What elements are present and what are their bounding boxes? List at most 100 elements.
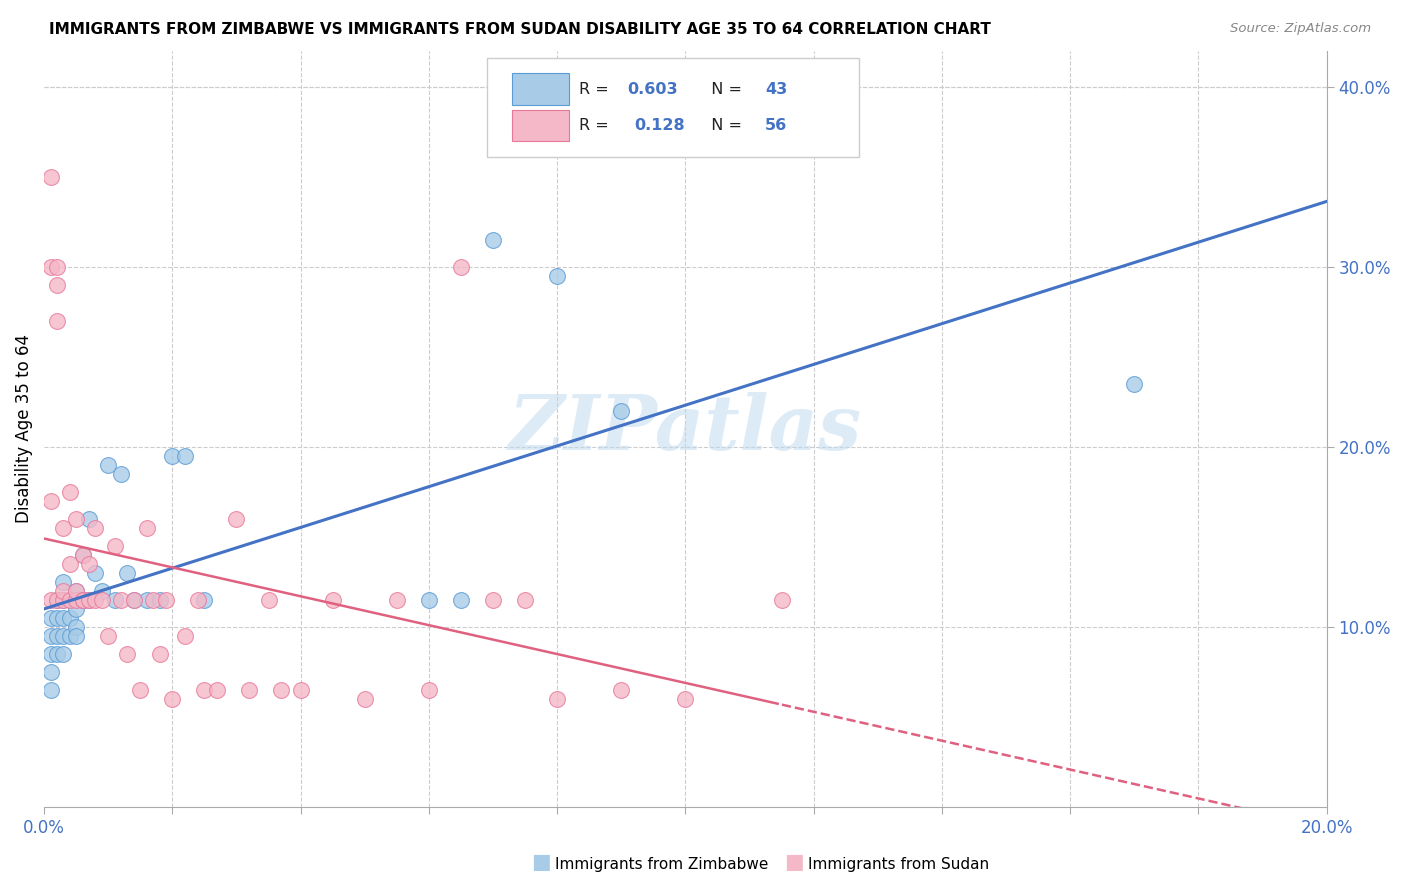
Point bbox=[77, 512, 100, 526]
Point bbox=[45, 611, 67, 625]
Text: ■: ■ bbox=[531, 853, 551, 872]
Point bbox=[77, 593, 100, 607]
Point bbox=[65, 602, 87, 616]
Point bbox=[155, 593, 177, 607]
Point bbox=[52, 593, 75, 607]
FancyBboxPatch shape bbox=[512, 110, 568, 142]
Y-axis label: Disability Age 35 to 64: Disability Age 35 to 64 bbox=[15, 334, 32, 524]
Text: R =: R = bbox=[579, 118, 619, 133]
Point bbox=[65, 583, 87, 598]
Point bbox=[610, 404, 633, 418]
Point bbox=[129, 683, 152, 698]
Point bbox=[238, 683, 260, 698]
Point bbox=[482, 233, 505, 247]
Point bbox=[174, 629, 197, 643]
Point bbox=[162, 449, 184, 463]
Point bbox=[39, 665, 62, 679]
Point bbox=[322, 593, 344, 607]
Point bbox=[1123, 376, 1146, 391]
Point bbox=[45, 260, 67, 274]
Point bbox=[135, 521, 157, 535]
Point bbox=[45, 629, 67, 643]
FancyBboxPatch shape bbox=[512, 73, 568, 105]
Point bbox=[39, 260, 62, 274]
Point bbox=[225, 512, 247, 526]
Point bbox=[148, 593, 170, 607]
Point bbox=[97, 629, 120, 643]
Point bbox=[39, 169, 62, 184]
Point bbox=[513, 593, 536, 607]
Point bbox=[257, 593, 280, 607]
Point bbox=[97, 458, 120, 472]
Point bbox=[45, 314, 67, 328]
Point bbox=[418, 593, 440, 607]
Point bbox=[104, 593, 127, 607]
Point bbox=[39, 494, 62, 508]
Text: 43: 43 bbox=[765, 82, 787, 96]
Point bbox=[84, 566, 107, 580]
Point bbox=[52, 521, 75, 535]
Point bbox=[59, 593, 82, 607]
Point bbox=[610, 683, 633, 698]
Text: Immigrants from Zimbabwe: Immigrants from Zimbabwe bbox=[555, 857, 769, 872]
Point bbox=[270, 683, 292, 698]
Point bbox=[59, 557, 82, 571]
Text: ZIPatlas: ZIPatlas bbox=[509, 392, 862, 466]
Point bbox=[148, 647, 170, 661]
Point bbox=[65, 629, 87, 643]
Text: N =: N = bbox=[700, 118, 747, 133]
Point bbox=[290, 683, 312, 698]
Point bbox=[72, 548, 94, 562]
Point bbox=[72, 548, 94, 562]
Text: N =: N = bbox=[700, 82, 747, 96]
Point bbox=[45, 593, 67, 607]
Text: Source: ZipAtlas.com: Source: ZipAtlas.com bbox=[1230, 22, 1371, 36]
Point bbox=[45, 647, 67, 661]
Point bbox=[193, 683, 215, 698]
Point bbox=[90, 583, 112, 598]
Point bbox=[77, 593, 100, 607]
Point bbox=[45, 593, 67, 607]
Point bbox=[187, 593, 209, 607]
Point bbox=[72, 593, 94, 607]
Text: ■: ■ bbox=[785, 853, 804, 872]
Point bbox=[353, 692, 375, 706]
Point bbox=[65, 583, 87, 598]
Point bbox=[39, 683, 62, 698]
Point bbox=[450, 593, 472, 607]
Point bbox=[122, 593, 145, 607]
Point bbox=[84, 593, 107, 607]
Point bbox=[122, 593, 145, 607]
Point bbox=[162, 692, 184, 706]
Point bbox=[52, 629, 75, 643]
Point bbox=[52, 611, 75, 625]
Point bbox=[117, 647, 139, 661]
Point bbox=[59, 629, 82, 643]
Point bbox=[110, 467, 132, 481]
Point bbox=[72, 593, 94, 607]
Text: Immigrants from Sudan: Immigrants from Sudan bbox=[808, 857, 990, 872]
Point bbox=[90, 593, 112, 607]
Text: R =: R = bbox=[579, 82, 614, 96]
Point bbox=[450, 260, 472, 274]
Point bbox=[142, 593, 165, 607]
Point bbox=[546, 268, 568, 283]
Point bbox=[65, 593, 87, 607]
Point bbox=[482, 593, 505, 607]
Point bbox=[59, 611, 82, 625]
Point bbox=[59, 593, 82, 607]
Point bbox=[65, 620, 87, 634]
Point bbox=[39, 647, 62, 661]
Point bbox=[52, 574, 75, 589]
Point bbox=[52, 593, 75, 607]
Point bbox=[39, 593, 62, 607]
FancyBboxPatch shape bbox=[486, 58, 859, 157]
Point bbox=[546, 692, 568, 706]
Point bbox=[52, 583, 75, 598]
Point bbox=[418, 683, 440, 698]
Point bbox=[104, 539, 127, 553]
Point bbox=[72, 593, 94, 607]
Text: 56: 56 bbox=[765, 118, 787, 133]
Text: 0.603: 0.603 bbox=[627, 82, 678, 96]
Point bbox=[52, 647, 75, 661]
